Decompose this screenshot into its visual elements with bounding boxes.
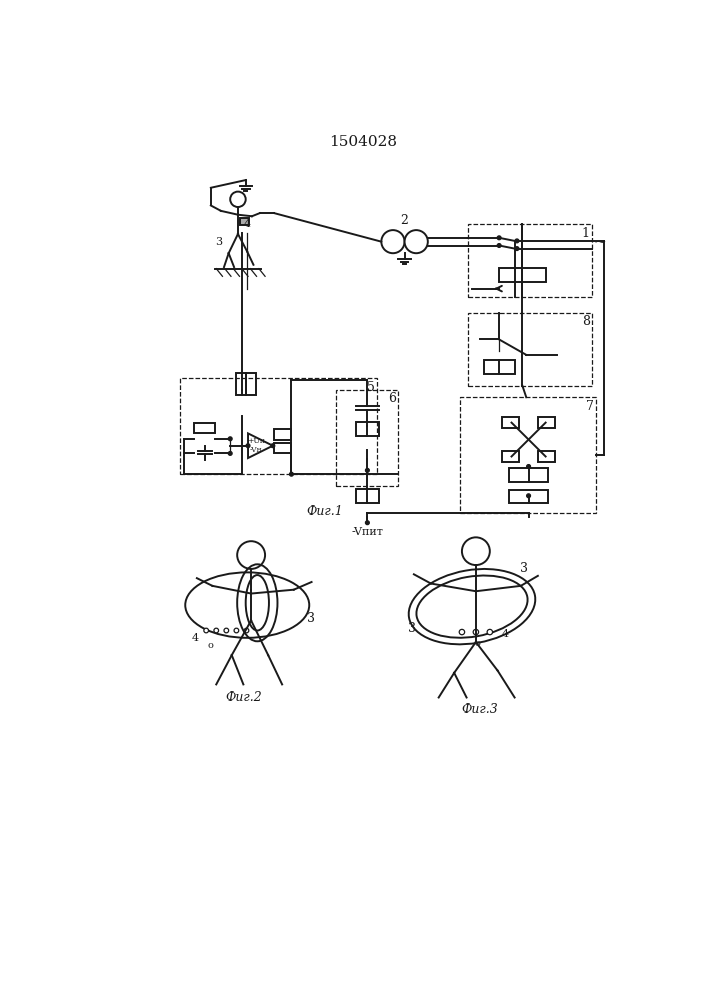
Bar <box>468 224 592 297</box>
Circle shape <box>230 192 246 207</box>
Bar <box>538 417 555 428</box>
Circle shape <box>204 628 209 633</box>
Circle shape <box>366 468 369 472</box>
Text: Фиг.2: Фиг.2 <box>225 691 262 704</box>
Text: 6: 6 <box>388 392 396 405</box>
Circle shape <box>527 465 530 468</box>
Circle shape <box>244 628 249 633</box>
Text: 8: 8 <box>582 315 590 328</box>
Text: 4: 4 <box>502 629 509 639</box>
Circle shape <box>246 444 250 448</box>
Circle shape <box>214 628 218 633</box>
Bar <box>509 490 548 503</box>
Text: -Vпит: -Vпит <box>351 527 383 537</box>
Circle shape <box>497 244 501 247</box>
Circle shape <box>497 236 501 240</box>
Bar <box>538 451 555 462</box>
Bar <box>274 429 291 440</box>
Circle shape <box>527 494 530 498</box>
Bar <box>180 378 378 474</box>
Circle shape <box>289 472 293 476</box>
Text: -Vн: -Vн <box>250 446 262 454</box>
Bar <box>460 397 596 513</box>
Circle shape <box>366 521 369 525</box>
Bar <box>337 389 398 486</box>
Bar <box>194 423 216 433</box>
Bar <box>502 417 519 428</box>
Circle shape <box>460 629 464 635</box>
Circle shape <box>234 628 239 633</box>
Bar <box>468 312 592 386</box>
Text: 3: 3 <box>215 237 222 247</box>
Circle shape <box>271 444 275 448</box>
Text: o: o <box>208 641 214 650</box>
Text: 3: 3 <box>307 612 315 625</box>
Bar <box>356 422 379 436</box>
Text: 1: 1 <box>582 227 590 240</box>
Bar <box>246 373 256 395</box>
Bar <box>274 443 291 453</box>
Circle shape <box>487 629 493 635</box>
Bar <box>356 489 379 503</box>
Circle shape <box>224 628 228 633</box>
Bar <box>484 360 515 374</box>
Bar <box>509 468 548 482</box>
Text: 7: 7 <box>586 400 594 413</box>
Text: 3: 3 <box>409 622 416 635</box>
Bar <box>502 451 519 462</box>
Text: 2: 2 <box>401 214 409 227</box>
Circle shape <box>381 230 404 253</box>
Text: ~: ~ <box>593 236 606 250</box>
Circle shape <box>515 239 519 243</box>
Bar <box>240 218 249 225</box>
Circle shape <box>515 247 519 251</box>
Text: Фиг.3: Фиг.3 <box>462 703 498 716</box>
Text: 1504028: 1504028 <box>329 135 397 149</box>
Text: Фиг.1: Фиг.1 <box>306 505 343 518</box>
Circle shape <box>237 541 265 569</box>
Bar <box>236 373 247 395</box>
Text: 3: 3 <box>520 562 528 575</box>
Circle shape <box>228 451 232 455</box>
Text: +Uн: +Uн <box>247 437 264 445</box>
Circle shape <box>462 537 490 565</box>
Circle shape <box>404 230 428 253</box>
Circle shape <box>473 629 479 635</box>
Text: 4: 4 <box>192 633 199 643</box>
Text: o: o <box>474 639 480 648</box>
Text: 5: 5 <box>368 381 375 394</box>
Circle shape <box>228 437 232 441</box>
Text: 4: 4 <box>244 219 251 229</box>
Bar <box>499 268 546 282</box>
